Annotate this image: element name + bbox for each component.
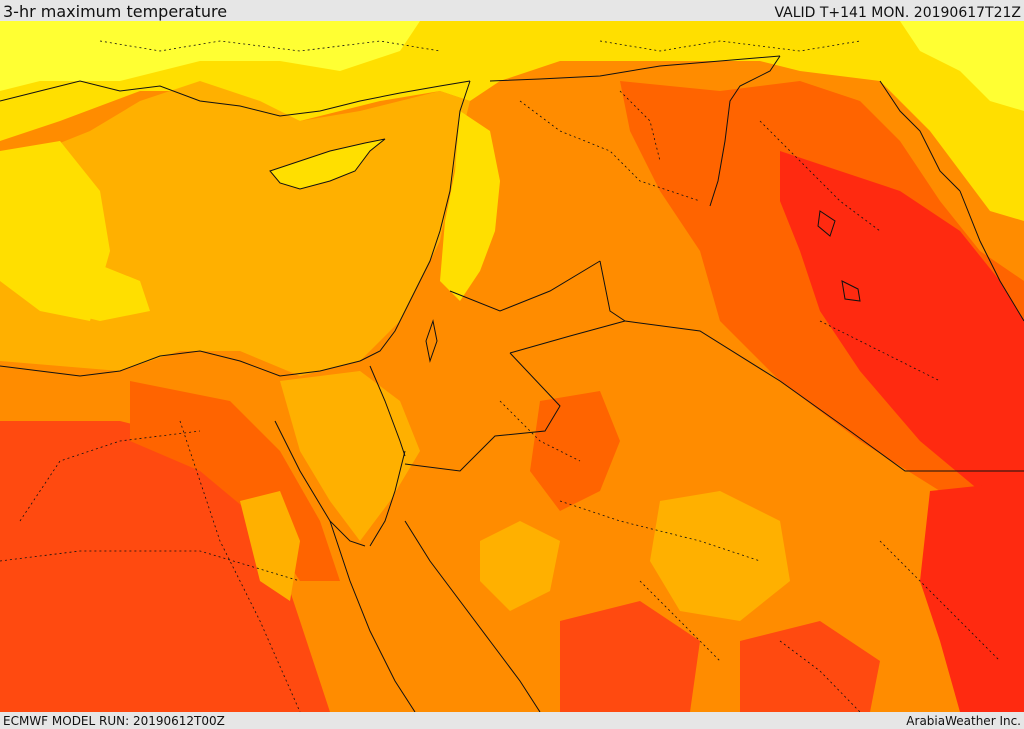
border-jordan-saudi-2 (509, 320, 626, 354)
border-iraq-iran (879, 80, 961, 192)
province-border-4 (819, 320, 941, 382)
province-borders (0, 40, 1001, 712)
province-border-6 (639, 580, 721, 662)
coastlines (0, 80, 1024, 712)
coastline-red-sea-east (404, 520, 541, 712)
province-border-10 (99, 40, 441, 52)
coastline-lake-1 (817, 210, 836, 237)
province-border-5 (559, 500, 761, 562)
temp-zone-sea-yellow-2 (40, 261, 150, 321)
coastline-turkey (0, 80, 471, 117)
country-borders (369, 55, 1024, 472)
temp-zone-gulf-red (920, 481, 1024, 712)
coastline-lake-2 (841, 280, 861, 302)
province-border-14 (499, 400, 581, 462)
coastline-levant (359, 80, 471, 362)
island-cyprus (269, 138, 386, 190)
model-run-label: ECMWF MODEL RUN: 20190612T00Z (3, 714, 225, 728)
map-title: 3-hr maximum temperature (3, 2, 228, 21)
border-jordan-saudi (404, 352, 561, 472)
border-syria-jordan (449, 260, 601, 312)
temp-zone-light-yellow-2 (900, 21, 1024, 111)
temp-zone-red-sea-orange (330, 541, 470, 712)
temp-zone-jordan-dark-orange (530, 391, 620, 511)
temp-zone-levant-yellow (440, 111, 500, 301)
temp-zone-arabia-amber-1 (480, 521, 560, 611)
province-border-11 (599, 40, 861, 52)
temp-zone-nile-amber (240, 491, 300, 601)
coastline-gulf-of-aqaba (369, 450, 406, 547)
header-bar: 3-hr maximum temperature VALID T+141 MON… (0, 0, 1024, 21)
province-border-7 (0, 550, 301, 582)
province-border-13 (779, 640, 861, 712)
border-turkey-syria (489, 55, 781, 82)
coastline-egypt-north (0, 350, 361, 377)
coastline-dead-sea (425, 319, 438, 363)
province-border-12 (879, 540, 1001, 662)
temperature-map[interactable] (0, 21, 1024, 712)
coastline-red-sea-west (329, 520, 416, 712)
valid-time-label: VALID T+141 MON. 20190617T21Z (774, 5, 1021, 21)
temp-zone-saudi-red-1 (560, 601, 700, 712)
coastline-persian-gulf (959, 190, 1024, 322)
footer-bar: ECMWF MODEL RUN: 20190612T00Z ArabiaWeat… (0, 712, 1024, 729)
border-egypt-israel (369, 365, 406, 457)
border-iraq-saudi (624, 320, 1024, 472)
border-syria-iraq (709, 55, 781, 207)
temp-zone-arabia-amber-2 (650, 491, 790, 621)
temp-zone-iraq-red (780, 151, 1024, 501)
map-svg (0, 21, 1024, 712)
temp-zone-sinai-amber (280, 371, 420, 541)
temp-zone-light-yellow-1 (0, 21, 420, 91)
province-border-9 (179, 420, 301, 712)
province-border-8 (19, 430, 201, 522)
temp-zone-saudi-red-2 (740, 621, 880, 712)
border-jordan-iraq (599, 260, 626, 322)
credit-label: ArabiaWeather Inc. (906, 714, 1021, 728)
temp-zone-north-yellow (0, 21, 1024, 221)
temp-zone-egypt-red-orange (0, 421, 330, 712)
